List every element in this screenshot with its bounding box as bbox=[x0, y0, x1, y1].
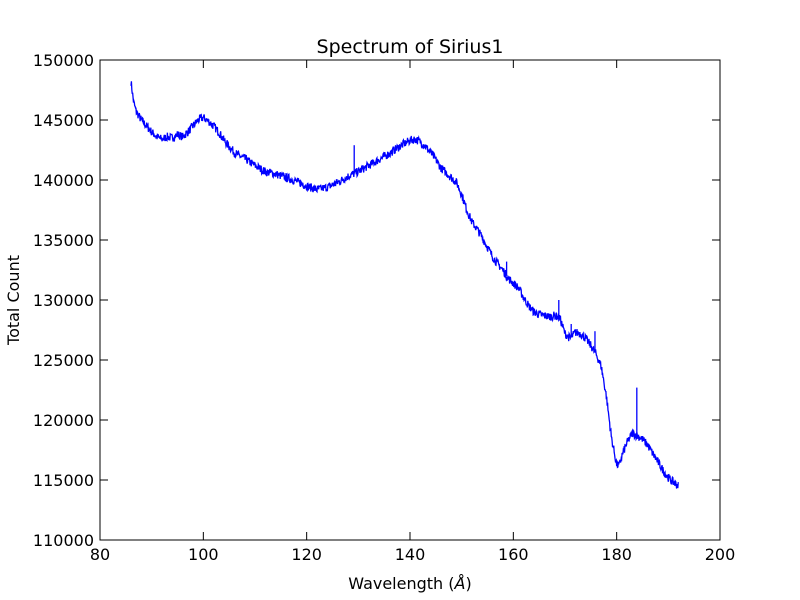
x-tick-label-1: 100 bbox=[188, 545, 219, 564]
y-tick-label-4: 130000 bbox=[33, 291, 94, 310]
chart-title: Spectrum of Sirius1 bbox=[317, 36, 504, 58]
plot-frame bbox=[99, 59, 721, 541]
x-tick-label-2: 120 bbox=[291, 545, 322, 564]
y-tick-label-6: 140000 bbox=[33, 171, 94, 190]
x-tick-label-5: 180 bbox=[601, 545, 632, 564]
y-axis-title: Total Count bbox=[4, 255, 23, 346]
x-tick-label-3: 140 bbox=[395, 545, 426, 564]
spike-group bbox=[353, 145, 638, 436]
y-tick-label-1: 115000 bbox=[33, 471, 94, 490]
x-tick-label-6: 200 bbox=[705, 545, 736, 564]
y-tick-label-5: 135000 bbox=[33, 231, 94, 250]
y-tick-label-8: 150000 bbox=[33, 51, 94, 70]
x-axis-title: Wavelength (Å) bbox=[348, 574, 471, 593]
series-line-spectrum bbox=[130, 81, 679, 489]
y-tick-label-3: 125000 bbox=[33, 351, 94, 370]
x-axis: 80 100 120 140 160 180 200 bbox=[90, 60, 735, 564]
y-tick-label-2: 120000 bbox=[33, 411, 94, 430]
y-axis: 110000 115000 120000 125000 130000 135000 1400… bbox=[33, 51, 720, 550]
x-tick-label-4: 160 bbox=[498, 545, 529, 564]
plot-area bbox=[130, 81, 679, 489]
y-tick-label-7: 145000 bbox=[33, 111, 94, 130]
x-tick-label-0: 80 bbox=[90, 545, 110, 564]
y-tick-label-0: 110000 bbox=[33, 531, 94, 550]
